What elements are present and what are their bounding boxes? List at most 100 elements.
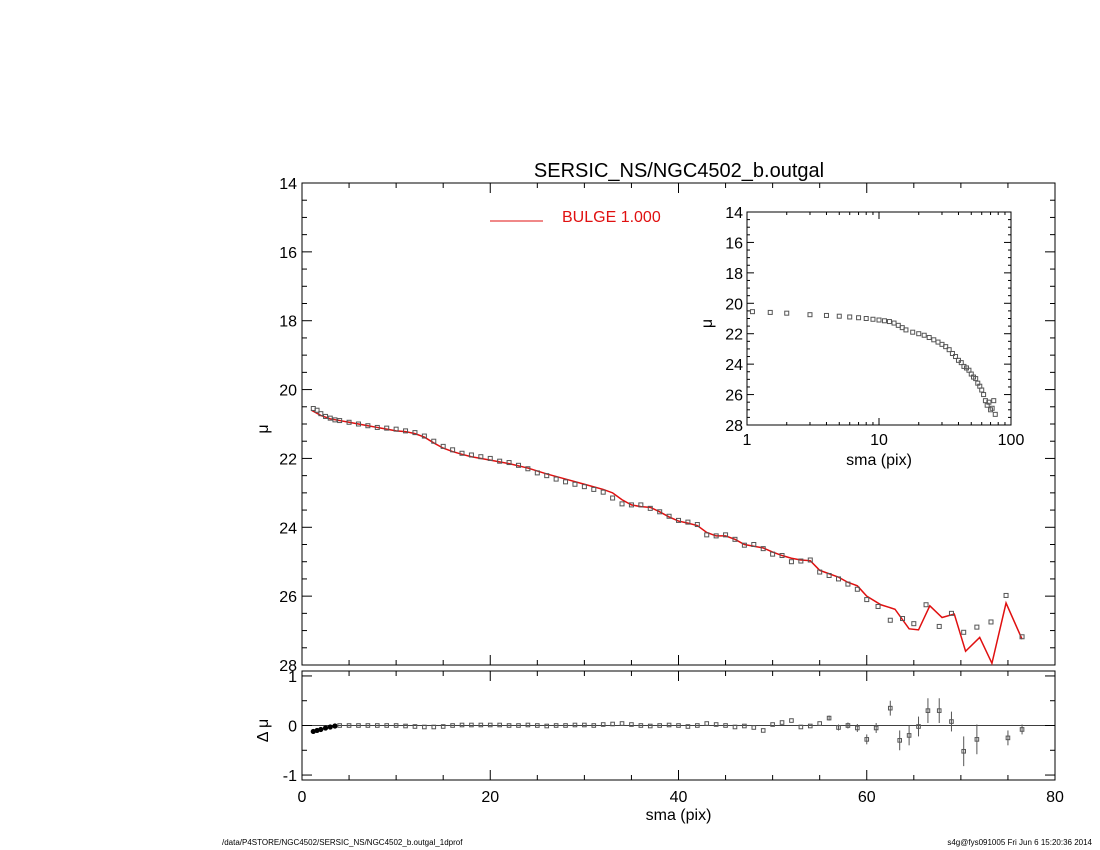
residual-point — [864, 737, 870, 742]
data-point — [657, 509, 663, 515]
residual-point — [365, 723, 371, 728]
residual-point — [422, 724, 427, 730]
residual-point — [760, 728, 766, 733]
inset-log-profile-panel: 14 16 18 20 22 24 26 281 10 100 sma (pix) μ — [699, 205, 1024, 469]
bulge-model-line — [311, 409, 1023, 666]
data-point — [1003, 592, 1009, 598]
data-point — [412, 430, 418, 436]
data-point — [619, 501, 625, 507]
residual-point — [525, 722, 531, 728]
residual-point — [873, 725, 879, 731]
residual-point — [657, 723, 662, 728]
y-tick-label: 26 — [725, 388, 743, 405]
residual-point — [459, 722, 465, 728]
data-point — [910, 329, 916, 335]
residual-point — [327, 724, 333, 730]
data-point — [534, 470, 540, 476]
residual-point — [591, 723, 597, 728]
data-point — [553, 476, 559, 482]
data-point — [916, 331, 922, 337]
x-tick-label: 60 — [858, 789, 876, 806]
residual-point — [732, 724, 738, 730]
data-point — [365, 423, 371, 429]
data-point — [788, 559, 794, 565]
y-tick-label: 20 — [725, 296, 743, 313]
data-point — [478, 454, 484, 460]
residual-point — [807, 723, 813, 729]
data-point — [826, 572, 832, 578]
residual-point — [798, 724, 804, 730]
data-point — [767, 309, 773, 315]
data-point — [784, 310, 790, 316]
data-point — [991, 398, 997, 404]
residual-point — [685, 724, 691, 729]
data-point — [958, 360, 964, 366]
data-point — [989, 405, 995, 411]
data-point — [497, 458, 503, 464]
y-tick-label: 24 — [279, 520, 297, 537]
data-point — [823, 312, 829, 318]
residual-point — [516, 723, 521, 728]
residual-point — [779, 720, 785, 725]
data-point — [459, 450, 465, 456]
data-point — [887, 617, 893, 623]
data-point — [337, 418, 343, 424]
data-point — [544, 473, 550, 479]
residual-point — [789, 718, 794, 723]
data-point — [506, 460, 512, 466]
data-point — [515, 462, 521, 468]
data-point — [943, 344, 949, 350]
residual-point — [450, 723, 455, 728]
residual-point — [535, 723, 540, 728]
data-point — [525, 466, 531, 472]
data-point — [973, 376, 979, 382]
data-point — [393, 426, 399, 432]
residual-point — [337, 723, 342, 728]
legend-label: BULGE 1.000 — [562, 209, 661, 226]
data-point — [911, 621, 917, 627]
data-point — [600, 489, 606, 495]
data-point — [974, 624, 980, 630]
x-tick-label: 1 — [743, 432, 752, 449]
residual-point — [826, 715, 832, 721]
residual-point — [572, 722, 578, 728]
residual-point — [318, 726, 324, 733]
data-point — [685, 519, 691, 525]
data-point — [704, 532, 710, 538]
data-point — [346, 419, 352, 425]
data-point — [921, 332, 927, 338]
data-point — [332, 417, 338, 423]
residual-point — [925, 708, 931, 713]
y-tick-label: 14 — [725, 205, 743, 222]
data-point — [403, 428, 409, 434]
y-tick-label: 28 — [279, 658, 297, 675]
data-point — [713, 533, 719, 539]
residual-point — [742, 723, 747, 729]
data-point — [981, 392, 987, 398]
residual-point — [412, 724, 418, 729]
data-point — [817, 569, 823, 575]
residual-point — [713, 722, 719, 727]
data-point — [694, 522, 700, 528]
residual-point — [666, 722, 672, 728]
residual-point — [553, 723, 559, 728]
data-point — [992, 411, 998, 417]
x-tick-label: 20 — [481, 789, 499, 806]
data-point — [870, 316, 876, 322]
data-point — [854, 586, 860, 592]
residual-point — [845, 723, 851, 728]
x-axis-label: sma (pix) — [646, 807, 712, 824]
y-axis-label: Δ μ — [255, 719, 272, 742]
residual-point — [393, 723, 399, 728]
residual-point — [897, 738, 902, 743]
data-point — [374, 424, 380, 430]
residual-point — [440, 724, 446, 729]
residual-point — [704, 721, 710, 726]
data-point — [314, 407, 320, 413]
data-point — [931, 337, 937, 343]
data-point — [864, 597, 870, 603]
y-tick-label: -1 — [283, 768, 297, 785]
residual-point — [770, 722, 775, 727]
y-tick-label: 18 — [725, 266, 743, 283]
x-tick-label: 0 — [298, 789, 307, 806]
